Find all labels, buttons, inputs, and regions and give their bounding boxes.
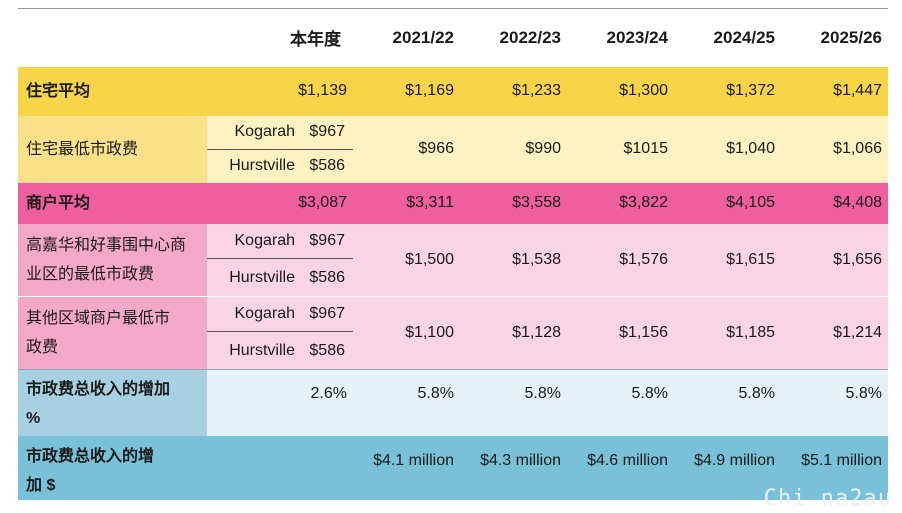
residential-minimum-row-top: 住宅最低市政费 Kogarah $967 $966 $990 $1015 $1,0… — [18, 115, 888, 183]
kogarah-minimum: Kogarah $967 — [207, 223, 353, 259]
label-line: 市政费总收入的增 — [26, 447, 155, 465]
header-blank — [18, 9, 207, 67]
year-value: $1,538 — [512, 250, 561, 268]
year-value: $3,558 — [512, 194, 561, 211]
kogarah-minimum: Kogarah $967 — [207, 115, 353, 150]
year-value: $1,185 — [726, 324, 775, 341]
header-year: 2025/26 — [820, 27, 882, 47]
hurstville-value: $586 — [309, 341, 345, 359]
business-average-label: 商户平均 — [26, 194, 91, 212]
label-line: % — [26, 410, 41, 427]
year-value: $1,100 — [405, 324, 454, 341]
header-year: 2022/23 — [499, 27, 561, 47]
label-line: 业区的最低市政费 — [26, 265, 155, 283]
increase-percent-label: 市政费总收入的增加 % — [18, 369, 207, 436]
header-year: 2024/25 — [713, 27, 775, 47]
year-value: 5.8% — [631, 385, 668, 402]
year-value: $1,156 — [619, 324, 668, 341]
year-value: $4.6 million — [587, 451, 668, 469]
current-year-value: $1,139 — [298, 82, 347, 99]
year-value: 5.8% — [738, 385, 775, 402]
hurstville-label: Hurstville — [229, 268, 295, 286]
residential-average-row: 住宅平均 $1,139 $1,169 $1,233 $1,300 $1,372 … — [18, 66, 888, 116]
year-value: 5.8% — [845, 385, 882, 402]
year-value: $3,311 — [406, 194, 454, 211]
year-value: $1,040 — [726, 140, 775, 157]
kogarah-value: $967 — [309, 123, 345, 141]
year-value: $1,615 — [726, 250, 775, 268]
year-value: 5.8% — [417, 385, 454, 402]
year-value: $4,105 — [726, 194, 775, 211]
year-value: $1,066 — [833, 140, 882, 157]
hurstville-value: $586 — [309, 157, 345, 175]
year-value: $1,214 — [833, 324, 882, 341]
label-line: 市政费总收入的增加 — [26, 381, 171, 398]
watermark: Chi na2au — [763, 486, 892, 511]
year-value: $1,576 — [619, 250, 668, 268]
business-other-minimum-label: 其他区域商户最低市 政费 — [18, 296, 207, 370]
header-row: 本年度 2021/22 2022/23 2023/24 2024/25 2025… — [18, 8, 888, 67]
year-value: $1,233 — [512, 82, 561, 99]
kogarah-label: Kogarah — [234, 231, 296, 249]
hurstville-value: $586 — [309, 268, 345, 286]
residential-average-label: 住宅平均 — [26, 82, 91, 100]
business-cbd-minimum-row-top: 高嘉华和好事围中心商 业区的最低市政费 Kogarah $967 $1,500 $… — [18, 223, 888, 297]
year-value: $1,300 — [619, 82, 668, 99]
business-average-row: 商户平均 $3,087 $3,311 $3,558 $3,822 $4,105 … — [18, 182, 888, 224]
kogarah-label: Kogarah — [234, 305, 296, 322]
year-value: $1,372 — [726, 82, 775, 99]
kogarah-value: $967 — [309, 231, 345, 249]
hurstville-minimum: Hurstville $586 — [207, 259, 353, 297]
year-value: $1,128 — [512, 324, 561, 341]
increase-amount-row: 市政费总收入的增 加 $ $4.1 million $4.3 million $… — [18, 435, 888, 500]
year-value: $4,408 — [833, 194, 882, 211]
kogarah-minimum: Kogarah $967 — [207, 296, 353, 332]
year-value: $3,822 — [619, 194, 668, 211]
increase-amount-label: 市政费总收入的增 加 $ — [18, 436, 207, 500]
current-year-value: 2.6% — [310, 385, 347, 402]
rates-table: 本年度 2021/22 2022/23 2023/24 2024/25 2025… — [18, 8, 888, 500]
kogarah-value: $967 — [309, 305, 345, 322]
label-line: 加 $ — [26, 476, 56, 494]
hurstville-label: Hurstville — [229, 341, 295, 359]
year-value: $4.1 million — [373, 451, 454, 469]
year-value: $1,500 — [405, 250, 454, 268]
residential-minimum-label: 住宅最低市政费 — [18, 115, 207, 183]
year-value: $1015 — [623, 140, 669, 157]
increase-percent-row: 市政费总收入的增加 % 2.6% 5.8% 5.8% 5.8% 5.8% 5.8… — [18, 369, 888, 436]
hurstville-minimum: Hurstville $586 — [207, 150, 353, 183]
current-year-value: $3,087 — [298, 194, 347, 211]
label-line: 其他区域商户最低市 — [26, 310, 171, 327]
year-value: $1,447 — [833, 82, 882, 99]
business-other-minimum-row-top: 其他区域商户最低市 政费 Kogarah $967 $1,100 $1,128 $… — [18, 296, 888, 370]
header-year: 2021/22 — [392, 27, 454, 47]
business-cbd-minimum-label: 高嘉华和好事围中心商 业区的最低市政费 — [18, 223, 207, 297]
label-line: 高嘉华和好事围中心商 — [26, 236, 187, 254]
year-value: $4.9 million — [694, 451, 775, 469]
year-value: $1,656 — [833, 250, 882, 268]
year-value: $990 — [525, 140, 561, 157]
year-value: $4.3 million — [480, 451, 561, 469]
header-current-year: 本年度 — [290, 30, 341, 50]
hurstville-minimum: Hurstville $586 — [207, 332, 353, 370]
hurstville-label: Hurstville — [229, 157, 295, 175]
header-year: 2023/24 — [606, 27, 668, 47]
year-value: $966 — [418, 140, 454, 157]
kogarah-label: Kogarah — [234, 123, 296, 141]
year-value: 5.8% — [524, 385, 561, 402]
current-year-value-empty — [207, 436, 353, 500]
label-line: 政费 — [26, 339, 59, 356]
year-value: $1,169 — [405, 82, 454, 99]
year-value: $5.1 million — [801, 451, 882, 469]
